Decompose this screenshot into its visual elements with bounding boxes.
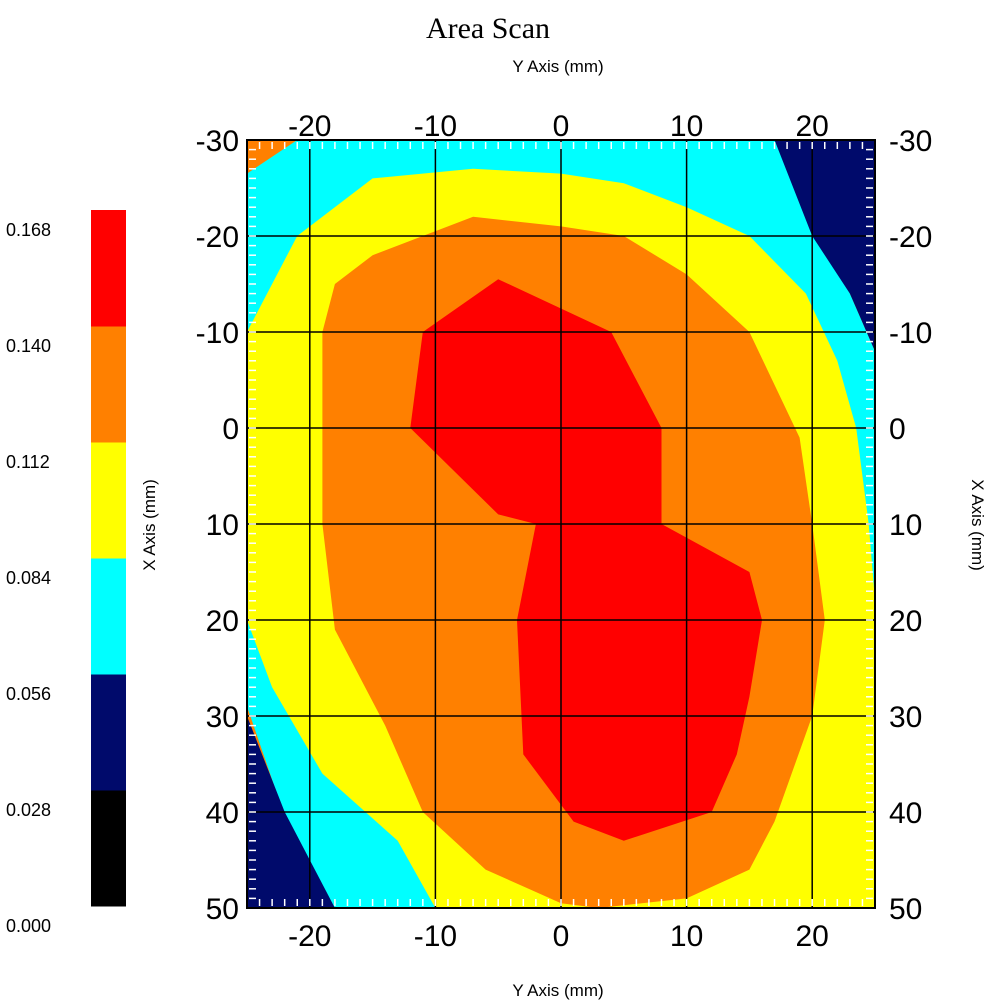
colorbar-swatch-0 bbox=[91, 790, 126, 907]
colorbar-swatch-4 bbox=[91, 326, 126, 443]
colorbar-label: 0.140 bbox=[6, 336, 51, 356]
chart-title: Area Scan bbox=[426, 12, 550, 45]
right-tick-label: -20 bbox=[889, 221, 932, 254]
left-tick-label: 40 bbox=[206, 797, 239, 830]
bottom-axis-label: Y Axis (mm) bbox=[512, 981, 603, 1000]
axis-ticks: -20 -20 -10 -10 0 0 10 10 20 20 -30 -30 -20 -20 -10 -10… bbox=[196, 110, 933, 953]
colorbar-label: 0.028 bbox=[6, 800, 51, 820]
top-tick-label: 10 bbox=[670, 110, 703, 143]
bottom-tick-label: -10 bbox=[414, 920, 457, 953]
colorbar-legend: 0.000 0.028 0.056 0.084 0.112 0.140 0.168 bbox=[6, 210, 126, 936]
left-tick-label: 10 bbox=[206, 509, 239, 542]
colorbar-swatch-1 bbox=[91, 674, 126, 791]
right-tick-label: -30 bbox=[889, 125, 932, 158]
contour-region-3 bbox=[410, 279, 762, 841]
contour-region-5 bbox=[247, 716, 335, 908]
colorbar-label: 0.112 bbox=[6, 452, 50, 472]
left-tick-label: -20 bbox=[196, 221, 239, 254]
top-tick-label: -20 bbox=[288, 110, 331, 143]
right-tick-label: 20 bbox=[889, 605, 922, 638]
left-tick-label: 0 bbox=[222, 413, 239, 446]
colorbar-label: 0.056 bbox=[6, 684, 51, 704]
bottom-tick-label: 10 bbox=[670, 920, 703, 953]
top-tick-label: 0 bbox=[553, 110, 570, 143]
plot-frame bbox=[246, 139, 876, 909]
colorbar-label: 0.168 bbox=[6, 220, 51, 240]
colorbar-label: 0.084 bbox=[6, 568, 51, 588]
right-tick-label: 10 bbox=[889, 509, 922, 542]
grid-lines bbox=[247, 139, 875, 909]
right-tick-label: 40 bbox=[889, 797, 922, 830]
left-tick-label: -10 bbox=[196, 317, 239, 350]
left-tick-label: 50 bbox=[206, 893, 239, 926]
contour-region-4 bbox=[774, 140, 875, 352]
bottom-tick-label: 0 bbox=[553, 920, 570, 953]
top-axis-label: Y Axis (mm) bbox=[512, 57, 603, 76]
bottom-tick-label: -20 bbox=[288, 920, 331, 953]
top-tick-label: 20 bbox=[796, 110, 829, 143]
colorbar-label: 0.000 bbox=[6, 916, 51, 936]
colorbar-swatch-5 bbox=[91, 210, 126, 327]
right-tick-label: 0 bbox=[889, 413, 906, 446]
left-tick-label: 20 bbox=[206, 605, 239, 638]
left-axis-label: X Axis (mm) bbox=[140, 479, 159, 571]
bottom-tick-label: 20 bbox=[796, 920, 829, 953]
right-axis-label: X Axis (mm) bbox=[968, 479, 987, 571]
left-tick-label: -30 bbox=[196, 125, 239, 158]
left-tick-label: 30 bbox=[206, 701, 239, 734]
right-tick-label: 30 bbox=[889, 701, 922, 734]
top-tick-label: -10 bbox=[414, 110, 457, 143]
right-tick-label: -10 bbox=[889, 317, 932, 350]
colorbar-swatch-3 bbox=[91, 442, 126, 559]
right-tick-label: 50 bbox=[889, 893, 922, 926]
colorbar-swatch-2 bbox=[91, 558, 126, 675]
